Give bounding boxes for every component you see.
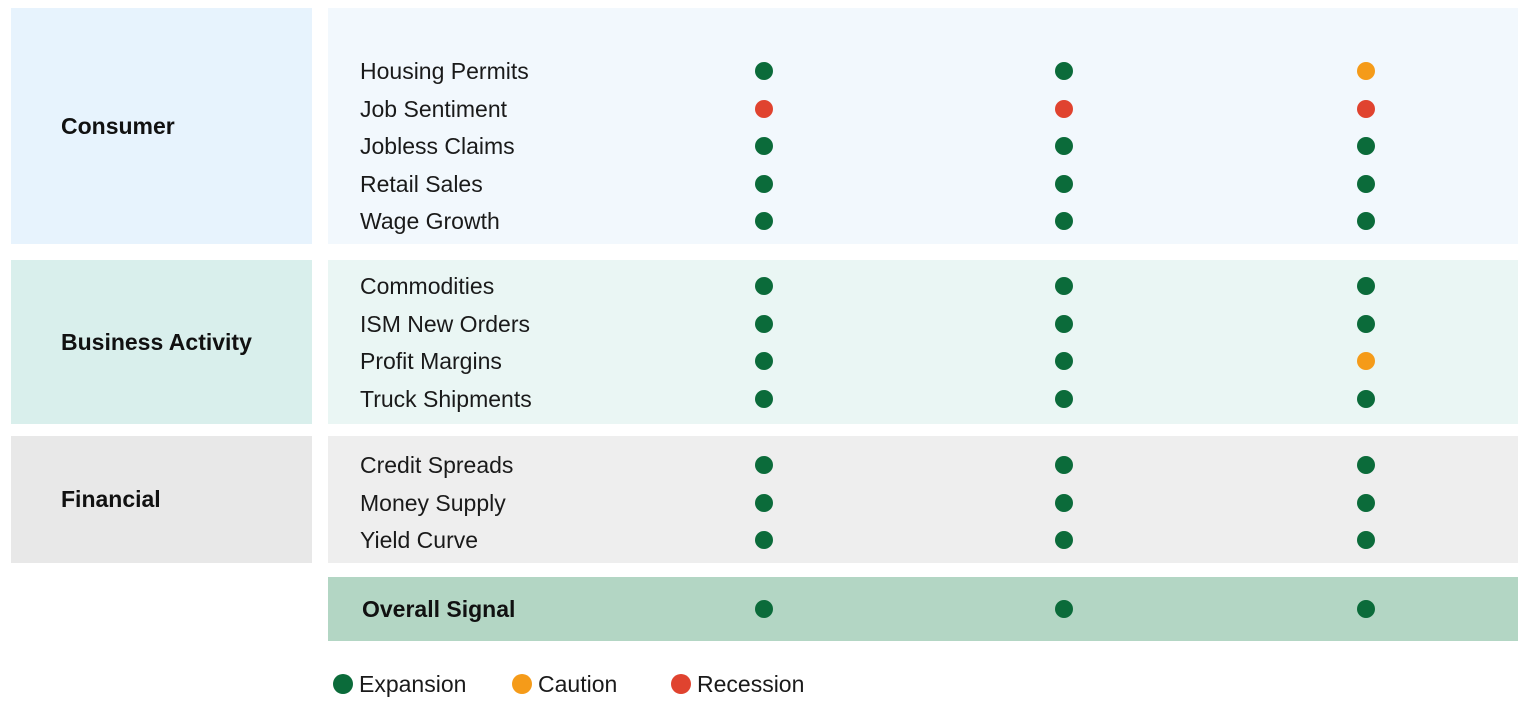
legend-item-recession: Recession: [671, 668, 804, 700]
signal-dot-caution: [1357, 352, 1375, 371]
signal-dot-recession: [1055, 99, 1073, 118]
signal-dot-expansion: [755, 174, 773, 193]
legend-label: Caution: [538, 670, 618, 697]
signal-dot-expansion: [1357, 531, 1375, 550]
table-row: Truck Shipments: [328, 381, 1518, 417]
overall-signal-row: Overall Signal: [328, 577, 1518, 641]
signal-dot-expansion: [755, 493, 773, 512]
indicator-label: Wage Growth: [360, 208, 500, 235]
table-row: Profit Margins: [328, 343, 1518, 379]
group-panel: [328, 260, 1518, 424]
legend-dot-expansion: [333, 674, 353, 694]
indicator-label: Housing Permits: [360, 58, 529, 84]
signal-dot-expansion: [755, 62, 773, 80]
table-row: Money Supply: [328, 485, 1518, 521]
signal-dot-expansion: [1357, 277, 1375, 295]
signal-dot-expansion: [1357, 314, 1375, 333]
indicator-label: Job Sentiment: [360, 95, 508, 122]
table-row: Housing Permits: [328, 53, 1518, 89]
indicator-label: Truck Shipments: [360, 385, 532, 412]
table-row: Wage Growth: [328, 203, 1518, 239]
table-row: Jobless Claims: [328, 128, 1518, 164]
signal-dot-expansion: [1055, 389, 1073, 408]
table-row: Retail Sales: [328, 166, 1518, 202]
table-row: Commodities: [328, 268, 1518, 304]
legend: Expansion Caution Recession: [333, 668, 893, 700]
category-label: Business Activity: [11, 260, 312, 424]
signal-dot-expansion: [755, 277, 773, 295]
signal-dot-expansion: [1055, 212, 1073, 231]
signal-dot-expansion: [1055, 531, 1073, 550]
signal-dot-caution: [1357, 62, 1375, 80]
signal-dot-expansion: [1055, 314, 1073, 333]
signal-dot-expansion: [755, 314, 773, 333]
indicator-label: Retail Sales: [360, 170, 483, 197]
indicator-label: Credit Spreads: [360, 452, 514, 478]
signal-dot-recession: [1357, 99, 1375, 118]
legend-label: Recession: [697, 670, 805, 697]
indicator-label: Jobless Claims: [360, 133, 515, 160]
signal-dot-expansion: [1055, 137, 1073, 156]
overall-signal-label: Overall Signal: [362, 596, 516, 622]
signal-dot-expansion: [1055, 352, 1073, 371]
signal-dot-expansion: [755, 212, 773, 231]
table-row: Credit Spreads: [328, 447, 1518, 483]
signal-dot-expansion: [755, 531, 773, 550]
indicator-label: Money Supply: [360, 489, 506, 516]
signal-dot-expansion: [1055, 62, 1073, 80]
signal-dot-expansion: [1357, 137, 1375, 156]
legend-dot-recession: [671, 674, 691, 694]
signal-dot-expansion: [1357, 389, 1375, 408]
table-row: ISM New Orders: [328, 306, 1518, 342]
category-label: Financial: [11, 436, 312, 563]
legend-dot-caution: [512, 674, 532, 694]
signal-dot-expansion: [1055, 456, 1073, 474]
overall-signal-dot-expansion: [1055, 600, 1073, 618]
legend-label: Expansion: [359, 670, 467, 697]
group-panel: [328, 436, 1518, 563]
indicator-label: ISM New Orders: [360, 310, 530, 337]
table-row: Job Sentiment: [328, 91, 1518, 127]
indicator-label: Yield Curve: [360, 527, 479, 554]
signal-dot-expansion: [1357, 456, 1375, 474]
signal-dot-expansion: [755, 456, 773, 474]
signal-dot-expansion: [1357, 493, 1375, 512]
signal-dot-expansion: [1357, 212, 1375, 231]
signal-dot-expansion: [1055, 174, 1073, 193]
signal-dot-expansion: [1357, 174, 1375, 193]
indicator-label: Commodities: [360, 273, 495, 299]
overall-signal-dot-expansion: [755, 600, 773, 618]
category-label: Consumer: [11, 8, 312, 244]
overall-signal-dot-expansion: [1357, 600, 1375, 618]
legend-item-caution: Caution: [512, 668, 617, 700]
signal-dot-expansion: [1055, 277, 1073, 295]
signal-dot-expansion: [1055, 493, 1073, 512]
group-panel: [328, 8, 1518, 244]
signal-dot-expansion: [755, 137, 773, 156]
table-row: Yield Curve: [328, 522, 1518, 558]
indicator-label: Profit Margins: [360, 348, 502, 375]
signal-dot-expansion: [755, 389, 773, 408]
legend-item-expansion: Expansion: [333, 668, 466, 700]
signal-dot-expansion: [755, 352, 773, 371]
signal-dot-recession: [755, 99, 773, 118]
